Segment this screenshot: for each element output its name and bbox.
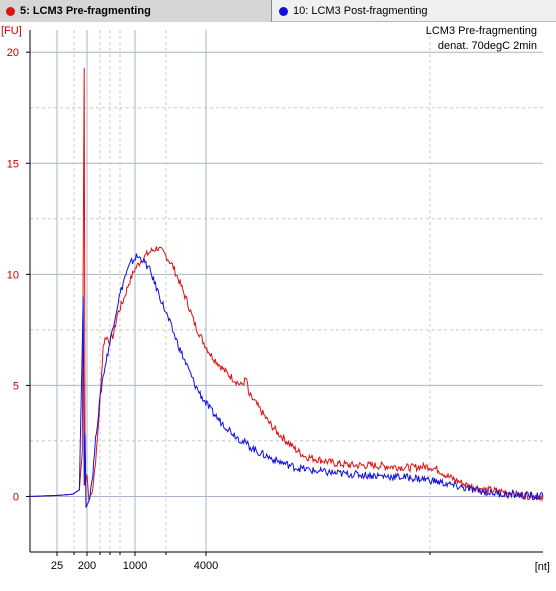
series-line-post-fragmenting: [29, 253, 544, 508]
tab-lcm3-pre-fragmenting[interactable]: 5: LCM3 Pre-fragmenting: [0, 0, 272, 22]
chart-svg: 0 5 10 15 20 25 200 1000 4000 [FU] [nt] LCM3 Pre…: [1, 25, 550, 573]
red-dot-icon: [6, 6, 15, 16]
x-axis-unit-label: [nt]: [535, 561, 550, 573]
y-tick-label: 15: [7, 158, 19, 170]
electropherogram-chart[interactable]: 0 5 10 15 20 25 200 1000 4000 [FU] [nt] LCM3 Pre…: [0, 22, 556, 586]
x-tick-label: 4000: [194, 560, 218, 572]
plot-background: [30, 30, 543, 552]
blue-dot-icon: [279, 6, 288, 16]
x-tick-label: 200: [78, 560, 96, 572]
y-tick-label: 5: [13, 380, 19, 392]
axes: [26, 30, 543, 556]
chart-title: LCM3 Pre-fragmenting: [426, 25, 537, 37]
tab-label: 10: LCM3 Post-fragmenting: [293, 5, 428, 17]
y-tick-label: 20: [7, 47, 19, 59]
grid-lines: [30, 30, 543, 553]
tab-label: 5: LCM3 Pre-fragmenting: [20, 5, 151, 17]
axis-labels: 0 5 10 15 20 25 200 1000 4000: [7, 47, 218, 572]
sample-tab-bar: 5: LCM3 Pre-fragmenting 10: LCM3 Post-fr…: [0, 0, 556, 22]
x-tick-label: 25: [51, 560, 63, 572]
y-tick-label: 10: [7, 269, 19, 281]
series-group: [29, 67, 544, 508]
series-line-pre-fragmenting: [29, 67, 544, 503]
x-tick-label: 1000: [123, 560, 147, 572]
chart-subtitle: denat. 70degC 2min: [438, 40, 537, 52]
y-tick-label: 0: [13, 491, 19, 503]
tab-lcm3-post-fragmenting[interactable]: 10: LCM3 Post-fragmenting: [273, 0, 556, 22]
y-axis-unit-label: [FU]: [1, 25, 22, 37]
